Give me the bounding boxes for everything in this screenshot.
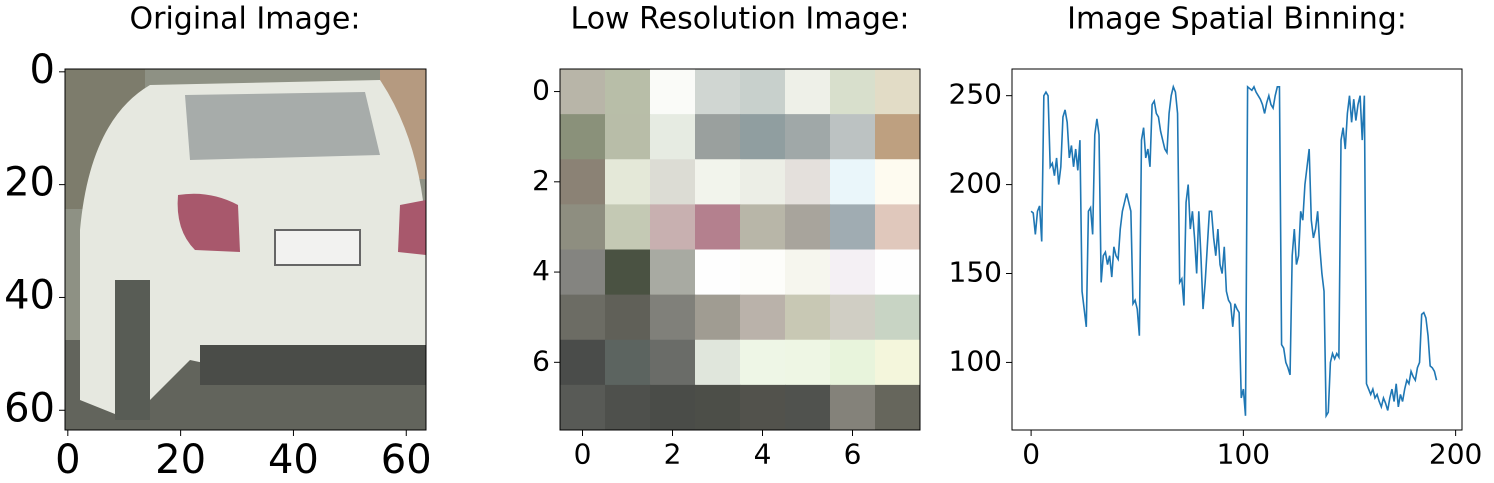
heatmap-cell [605, 249, 651, 296]
heatmap-cell [650, 339, 696, 386]
heatmap-cell [830, 294, 876, 341]
heatmap-cell [650, 114, 696, 160]
heatmap-cell [785, 249, 831, 296]
heatmap-cell [740, 384, 786, 431]
y-tick-label: 40 [4, 272, 55, 318]
heatmap-cell [875, 159, 921, 205]
line-series [1030, 84, 1438, 419]
x-tick-label: 0 [1022, 437, 1040, 470]
heatmap-cell [875, 339, 921, 386]
heatmap-cell [695, 204, 741, 250]
chart-title: Original Image: [130, 2, 361, 37]
axes-frame [1011, 68, 1463, 431]
heatmap-cell [830, 339, 876, 386]
heatmap-cell [605, 384, 651, 431]
heatmap-cell [650, 159, 696, 205]
heatmap-cell [875, 384, 921, 431]
heatmap-cell [695, 249, 741, 296]
heatmap-cell [785, 204, 831, 250]
heatmap-cell [605, 294, 651, 341]
heatmap-cell [560, 159, 606, 205]
heatmap-cell [785, 69, 831, 115]
heatmap-cell [830, 114, 876, 160]
chart-title: Low Resolution Image: [571, 2, 910, 37]
y-tick-label: 0 [532, 74, 550, 107]
x-tick-label: 40 [268, 437, 319, 483]
heatmap-cell [605, 339, 651, 386]
y-tick-label: 20 [4, 160, 55, 206]
heatmap-cell [875, 249, 921, 296]
heatmap-cell [650, 249, 696, 296]
x-tick-label: 2 [664, 437, 682, 470]
y-tick-label: 250 [949, 78, 1002, 111]
heatmap-cell [605, 204, 651, 250]
heatmap-cell [560, 249, 606, 296]
x-tick-label: 4 [754, 437, 772, 470]
y-tick-label: 2 [532, 164, 550, 197]
axes-frame [559, 68, 921, 431]
heatmap-cell [605, 159, 651, 205]
heatmap-cell [830, 384, 876, 431]
chart-title: Image Spatial Binning: [1067, 2, 1407, 37]
heatmap-cell [740, 339, 786, 386]
heatmap-cell [560, 204, 606, 250]
heatmap-cell [650, 294, 696, 341]
heatmap-cell [605, 69, 651, 115]
y-tick-label: 60 [4, 385, 55, 431]
y-tick-label: 150 [949, 256, 1002, 289]
heatmap-cell [560, 114, 606, 160]
heatmap-cell [560, 384, 606, 431]
heatmap-cell [740, 69, 786, 115]
heatmap-cell [875, 114, 921, 160]
x-tick-label: 20 [155, 437, 206, 483]
photo [65, 69, 426, 430]
heatmap-cell [695, 114, 741, 160]
y-tick-label: 100 [949, 344, 1002, 377]
heatmap-cell [605, 114, 651, 160]
heatmap-cell [830, 69, 876, 115]
x-tick-label: 0 [574, 437, 592, 470]
heatmap-cell [695, 159, 741, 205]
y-tick-label: 0 [30, 47, 55, 93]
heatmap-cell [740, 249, 786, 296]
heatmap-cell [560, 294, 606, 341]
x-tick-label: 6 [844, 437, 862, 470]
heatmap-cell [740, 204, 786, 250]
heatmap-cell [785, 339, 831, 386]
heatmap-cell [740, 114, 786, 160]
heatmap-cell [875, 204, 921, 250]
heatmap-cell [695, 69, 741, 115]
heatmap-cell [830, 249, 876, 296]
heatmap-cell [695, 384, 741, 431]
heatmap-cell [785, 294, 831, 341]
heatmap-cell [695, 294, 741, 341]
x-tick-label: 100 [1217, 437, 1270, 470]
heatmap-cell [650, 384, 696, 431]
y-tick-label: 4 [532, 254, 550, 287]
x-tick-label: 60 [381, 437, 432, 483]
heatmap-cell [740, 294, 786, 341]
heatmap-cell [830, 204, 876, 250]
heatmap-cell [695, 339, 741, 386]
heatmap-cell [650, 204, 696, 250]
heatmap-cell [560, 69, 606, 115]
x-tick-label: 0 [55, 437, 80, 483]
heatmap-cell [785, 384, 831, 431]
heatmap-cell [560, 339, 606, 386]
heatmap-cell [785, 114, 831, 160]
x-tick-label: 200 [1429, 437, 1482, 470]
y-tick-label: 200 [949, 167, 1002, 200]
heatmap-cell [875, 294, 921, 341]
y-tick-label: 6 [532, 344, 550, 377]
heatmap-cell [650, 69, 696, 115]
heatmap-cell [785, 159, 831, 205]
heatmap-cell [830, 159, 876, 205]
axes-frame [64, 68, 427, 431]
heatmap-cell [740, 159, 786, 205]
heatmap-cell [875, 69, 921, 115]
